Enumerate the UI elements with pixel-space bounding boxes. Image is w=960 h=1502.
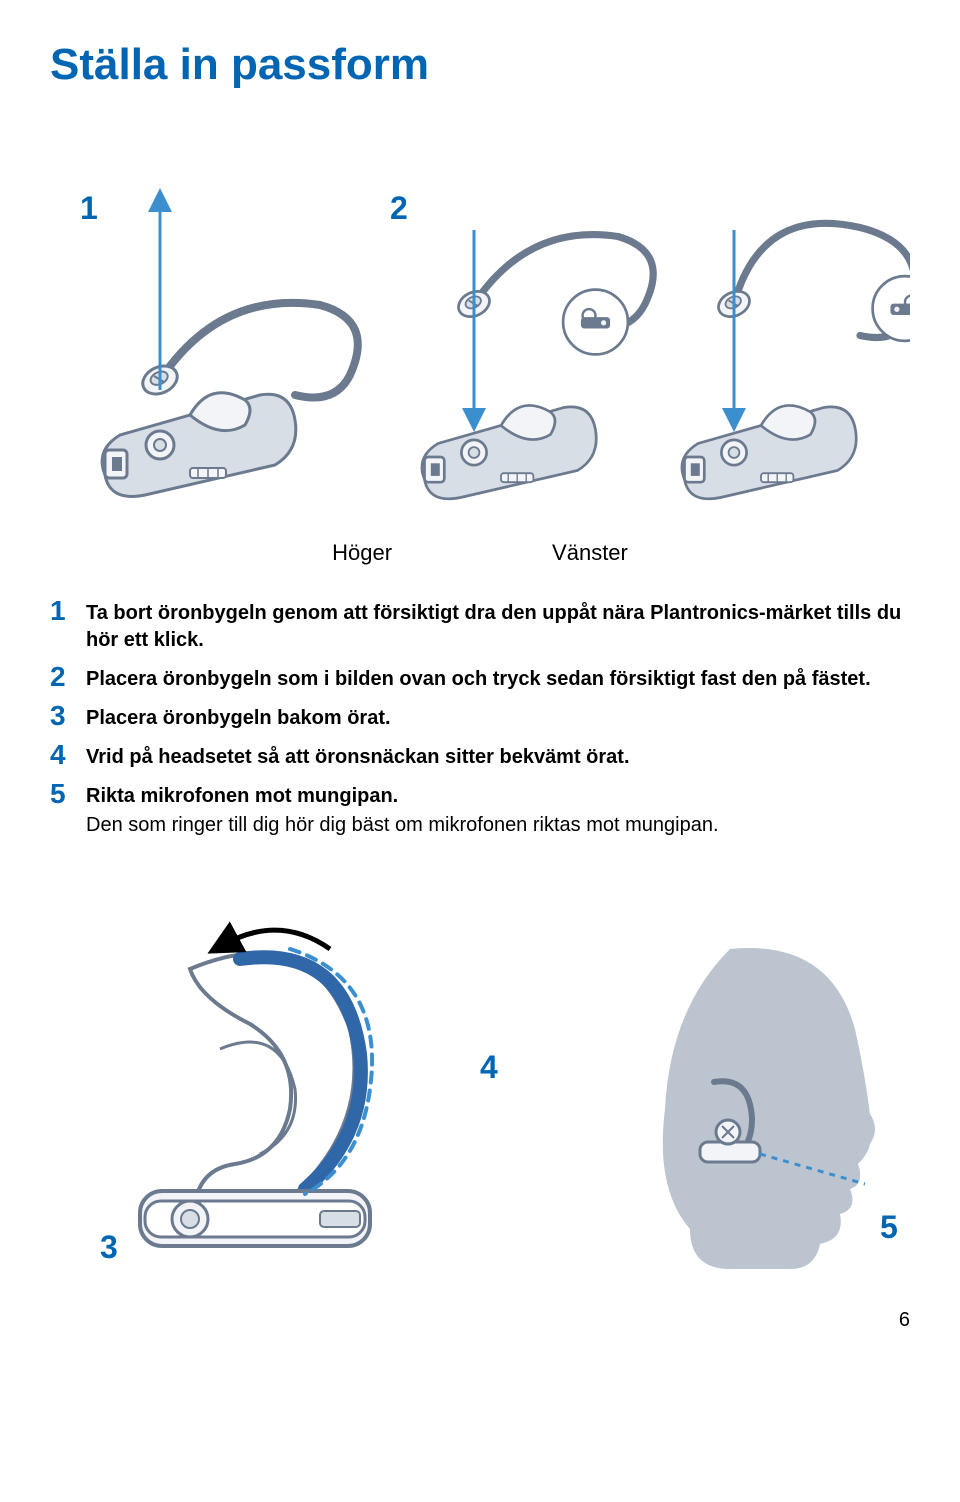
diagram-number-3: 3 (100, 1229, 118, 1266)
diagram-number-2: 2 (390, 190, 408, 227)
instruction-4: 4 Vrid på headsetet så att öronsnäckan s… (50, 740, 910, 771)
page-number: 6 (50, 1309, 910, 1332)
instruction-number: 4 (50, 740, 86, 771)
instruction-2: 2 Placera öronbygeln som i bilden ovan o… (50, 662, 910, 693)
label-right-ear: Höger (332, 540, 392, 566)
instruction-number: 2 (50, 662, 86, 693)
diagram-number-5: 5 (880, 1209, 898, 1246)
instruction-text: Placera öronbygeln som i bilden ovan och… (86, 662, 871, 693)
instruction-text: Rikta mikrofonen mot mungipan. Den som r… (86, 779, 719, 839)
label-left-ear: Vänster (552, 540, 628, 566)
instruction-text: Vrid på headsetet så att öronsnäckan sit… (86, 740, 630, 771)
instructions-list: 1 Ta bort öronbygeln genom att försiktig… (50, 596, 910, 839)
page-title: Ställa in passform (50, 40, 910, 90)
instruction-1: 1 Ta bort öronbygeln genom att försiktig… (50, 596, 910, 654)
top-diagram: 1 2 (50, 120, 910, 540)
instruction-number: 5 (50, 779, 86, 810)
instruction-text: Placera öronbygeln bakom örat. (86, 701, 391, 732)
diagram-number-1: 1 (80, 190, 98, 227)
lower-diagram: 3 4 5 (50, 879, 910, 1299)
instruction-3: 3 Placera öronbygeln bakom örat. (50, 701, 910, 732)
diagram-number-4: 4 (480, 1049, 498, 1086)
instruction-5: 5 Rikta mikrofonen mot mungipan. Den som… (50, 779, 910, 839)
instruction-number: 1 (50, 596, 86, 627)
instruction-text: Ta bort öronbygeln genom att försiktigt … (86, 596, 910, 654)
instruction-number: 3 (50, 701, 86, 732)
